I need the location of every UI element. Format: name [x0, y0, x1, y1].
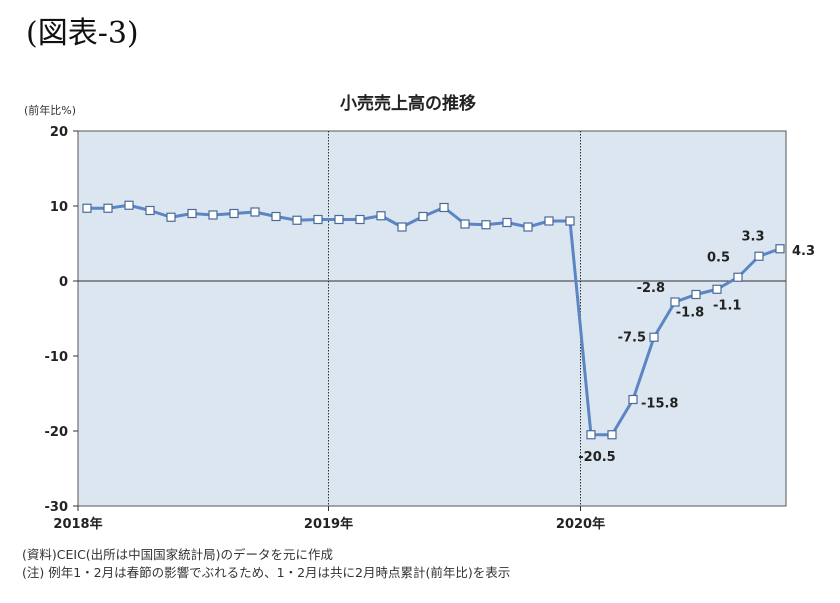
figure-label: (図表-3) — [26, 16, 139, 51]
data-point — [460, 219, 470, 229]
data-point — [544, 216, 554, 226]
data-label: -2.8 — [637, 281, 665, 296]
data-label: -20.5 — [578, 450, 615, 465]
data-point — [670, 297, 680, 307]
data-point — [208, 210, 218, 220]
data-point — [418, 211, 428, 222]
data-point — [712, 284, 722, 294]
data-point — [691, 289, 701, 300]
data-point — [523, 222, 533, 232]
x-tick-label: 2019年 — [304, 516, 353, 532]
plot-area — [77, 130, 787, 507]
data-point — [397, 222, 407, 232]
y-tick-label: -30 — [45, 500, 69, 515]
data-point — [565, 216, 575, 226]
data-label: -15.8 — [641, 397, 678, 412]
data-label: 3.3 — [741, 229, 764, 244]
data-point — [355, 214, 365, 225]
y-tick-label: 20 — [50, 125, 68, 140]
data-point — [271, 211, 281, 222]
x-tick-label: 2018年 — [53, 516, 102, 532]
data-point — [439, 202, 449, 213]
notes: (資料)CEIC(出所は中国国家統計局)のデータを元に作成 (注) 例年1・2月… — [22, 546, 510, 582]
note-source: (資料)CEIC(出所は中国国家統計局)のデータを元に作成 — [22, 547, 334, 562]
data-point — [376, 211, 386, 221]
data-point — [775, 244, 785, 254]
data-point — [124, 200, 134, 210]
data-label: -1.8 — [676, 306, 704, 321]
data-point — [82, 203, 92, 213]
data-point — [103, 203, 113, 213]
line-chart: 小売売上高の推移 (前年比%) 20 10 0 -10 -20 -30 2018年 2019… — [24, 93, 815, 532]
data-point — [250, 207, 260, 217]
series-line — [87, 203, 781, 437]
data-point — [313, 214, 323, 225]
data-point — [334, 214, 344, 225]
data-point — [292, 215, 302, 225]
y-tick-label: -20 — [45, 425, 69, 440]
data-point — [607, 430, 617, 440]
x-tick-label: 2020年 — [556, 516, 605, 532]
data-label: 0.5 — [707, 250, 730, 265]
data-point — [586, 430, 596, 440]
data-point — [649, 332, 659, 342]
data-point — [733, 272, 743, 282]
data-point — [187, 208, 197, 219]
data-point — [229, 208, 239, 219]
note-caveat: (注) 例年1・2月は春節の影響でぶれるため、1・2月は共に2月時点累計(前年比… — [22, 565, 511, 580]
y-tick-label: 10 — [50, 200, 68, 215]
data-label: 4.3 — [792, 244, 815, 259]
data-point — [145, 205, 155, 216]
y-tick-label: 0 — [59, 275, 68, 290]
data-point — [502, 217, 512, 228]
y-axis-label: (前年比%) — [24, 103, 76, 117]
data-point — [166, 212, 176, 222]
data-point — [754, 251, 764, 261]
y-tick-label: -10 — [45, 350, 69, 365]
data-label: -7.5 — [618, 330, 646, 345]
data-label: -1.1 — [713, 298, 741, 313]
data-point — [481, 220, 491, 230]
chart-title: 小売売上高の推移 — [340, 93, 476, 114]
data-point — [628, 394, 638, 405]
